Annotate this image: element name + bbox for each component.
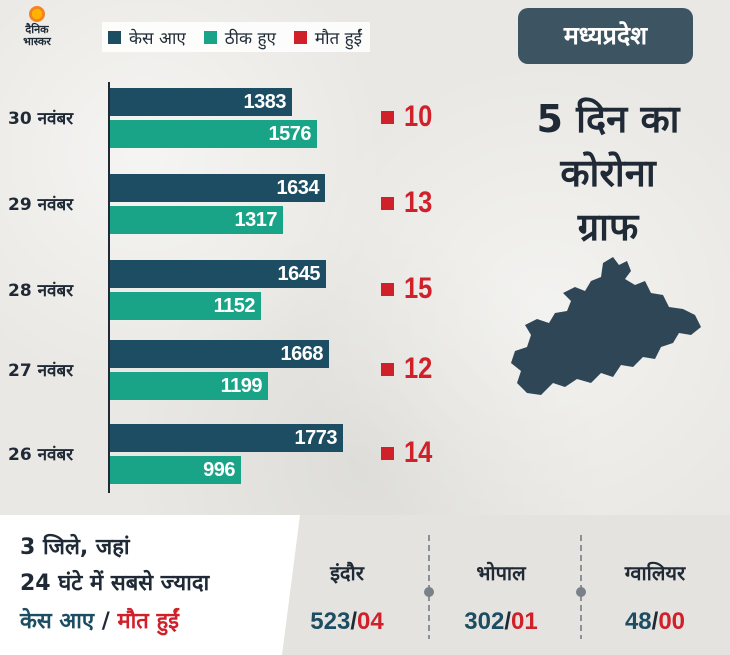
madhya-pradesh-map-icon: [511, 257, 701, 395]
death-square-icon: [381, 110, 394, 124]
death-mark: 15: [381, 272, 437, 306]
city-deaths: 04: [357, 608, 384, 635]
chart-title: 5 दिन का कोरोना ग्राफ: [508, 92, 708, 254]
legend-swatch-cases: [108, 30, 121, 44]
death-mark: 14: [381, 436, 437, 470]
city-bhopal: भोपाल 302/01: [436, 515, 566, 636]
category-label: 28 नवंबर: [8, 281, 74, 301]
title-line-2: कोरोना: [560, 151, 656, 195]
death-square-icon: [381, 446, 394, 460]
category-label: 30 नवंबर: [8, 109, 74, 129]
legend-label-deaths: मौत हुईं: [314, 28, 362, 49]
title-line-3: ग्राफ: [577, 205, 639, 249]
city-deaths: 00: [658, 608, 686, 635]
logo-text-line1: दैनिक: [25, 23, 49, 36]
death-value: 13: [404, 186, 433, 219]
bar-recovered: 1199: [110, 372, 268, 400]
bottom-heading-cases: केस आए: [20, 609, 95, 634]
bottom-section: 3 जिले, जहां 24 घंटे में सबसे ज्यादा केस…: [0, 515, 730, 655]
city-divider: [424, 535, 434, 639]
category-label: 29 नवंबर: [8, 195, 74, 215]
bar-cases: 1668: [110, 340, 329, 368]
logo-text-line2: भास्कर: [23, 35, 51, 48]
bar-recovered: 1317: [110, 206, 283, 234]
death-square-icon: [381, 196, 394, 210]
sun-logo-icon: [29, 6, 45, 22]
death-value: 12: [404, 352, 433, 385]
city-gwalior: ग्वालियर 48/00: [590, 515, 720, 636]
title-line-1: 5 दिन का: [536, 97, 680, 141]
city-cases: 302: [464, 608, 505, 635]
chart-axis-line: [108, 82, 110, 493]
city-deaths: 01: [511, 608, 538, 635]
city-name: इंदौर: [330, 561, 364, 585]
bottom-heading-line1: 3 जिले, जहां: [20, 535, 130, 560]
bottom-heading-deaths: मौत हुईं: [117, 609, 179, 634]
death-mark: 10: [381, 100, 437, 134]
bottom-heading-slash: /: [94, 609, 118, 634]
city-value: 48/00: [624, 608, 686, 635]
death-mark: 12: [381, 352, 437, 386]
city-divider: [576, 535, 586, 639]
death-value: 15: [404, 272, 433, 305]
legend-item-deaths: मौत हुईं: [293, 26, 362, 49]
bottom-heading-panel: 3 जिले, जहां 24 घंटे में सबसे ज्यादा केस…: [0, 515, 300, 655]
bar-cases: 1645: [110, 260, 326, 288]
legend-swatch-deaths: [293, 30, 307, 44]
city-cases: 48: [624, 608, 652, 635]
bottom-heading-line3: केस आए / मौत हुईं: [20, 605, 179, 635]
legend-item-cases: केस आए: [108, 26, 186, 49]
region-tag: मध्यप्रदेश: [518, 8, 693, 64]
death-square-icon: [381, 282, 394, 296]
dainik-bhaskar-logo: दैनिक भास्कर: [8, 6, 66, 54]
death-mark: 13: [381, 186, 437, 220]
category-label: 26 नवंबर: [8, 445, 74, 465]
city-value: 523/04: [310, 608, 384, 635]
legend-label-recovered: ठीक हुए: [224, 28, 276, 49]
city-value: 302/01: [464, 608, 538, 635]
bar-recovered: 1576: [110, 120, 317, 148]
legend-item-recovered: ठीक हुए: [203, 26, 276, 49]
city-indore: इंदौर 523/04: [282, 515, 412, 636]
bar-cases: 1773: [110, 424, 343, 452]
death-square-icon: [381, 362, 394, 376]
city-name: ग्वालियर: [624, 561, 686, 585]
bottom-heading-line2: 24 घंटे में सबसे ज्यादा: [20, 571, 210, 596]
legend-label-cases: केस आए: [129, 28, 186, 49]
death-value: 10: [404, 100, 433, 133]
death-value: 14: [404, 436, 433, 469]
bar-recovered: 1152: [110, 292, 261, 320]
city-name: भोपाल: [476, 561, 526, 585]
legend-swatch-recovered: [203, 30, 217, 44]
chart-legend: केस आए ठीक हुए मौत हुईं: [102, 22, 370, 52]
bar-recovered: 996: [110, 456, 241, 484]
bar-cases: 1634: [110, 174, 325, 202]
category-label: 27 नवंबर: [8, 361, 74, 381]
bar-cases: 1383: [110, 88, 292, 116]
city-cases: 523: [310, 608, 351, 635]
